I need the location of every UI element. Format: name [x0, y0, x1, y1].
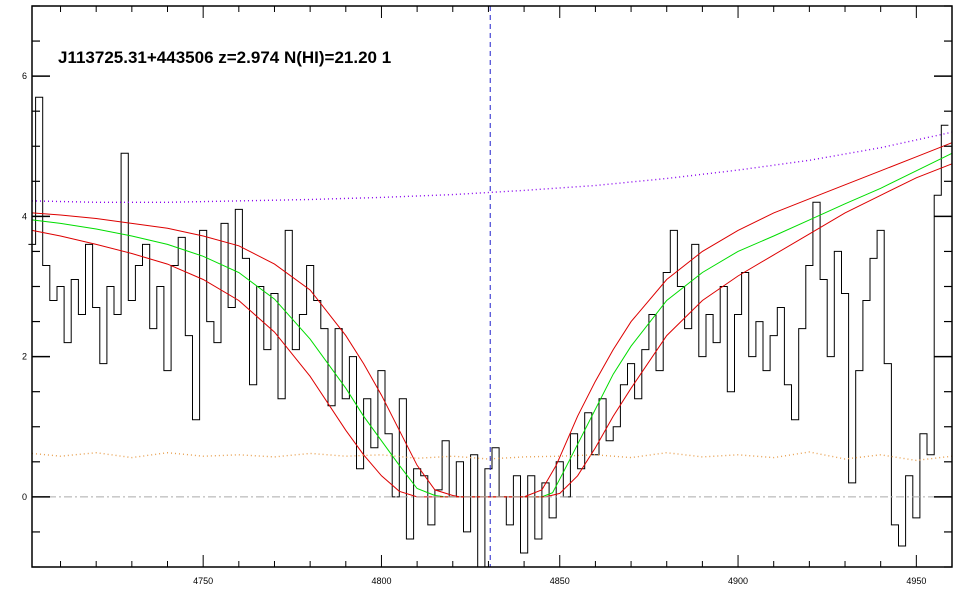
- series-continuum-line: [31, 131, 953, 203]
- tick-labels: 4750 4800 4850 4900 4950 0 2 4 6: [22, 71, 926, 586]
- y-tick-label: 0: [22, 492, 27, 502]
- series-fit-lower-line: [31, 163, 953, 498]
- series-flux-line: [28, 96, 949, 568]
- y-tick-label: 2: [22, 352, 27, 362]
- x-tick-label: 4900: [728, 576, 748, 586]
- x-tick-label: 4750: [193, 576, 213, 586]
- chart-title: J113725.31+443506 z=2.974 N(HI)=21.20 1: [58, 48, 391, 67]
- ticks-layer: [32, 5, 953, 568]
- y-tick-label: 4: [22, 211, 27, 221]
- series-layer: [28, 96, 953, 568]
- series-error-line: [31, 451, 953, 462]
- x-tick-label: 4850: [550, 576, 570, 586]
- x-tick-label: 4800: [371, 576, 391, 586]
- x-tick-label: 4950: [906, 576, 926, 586]
- y-tick-label: 6: [22, 71, 27, 81]
